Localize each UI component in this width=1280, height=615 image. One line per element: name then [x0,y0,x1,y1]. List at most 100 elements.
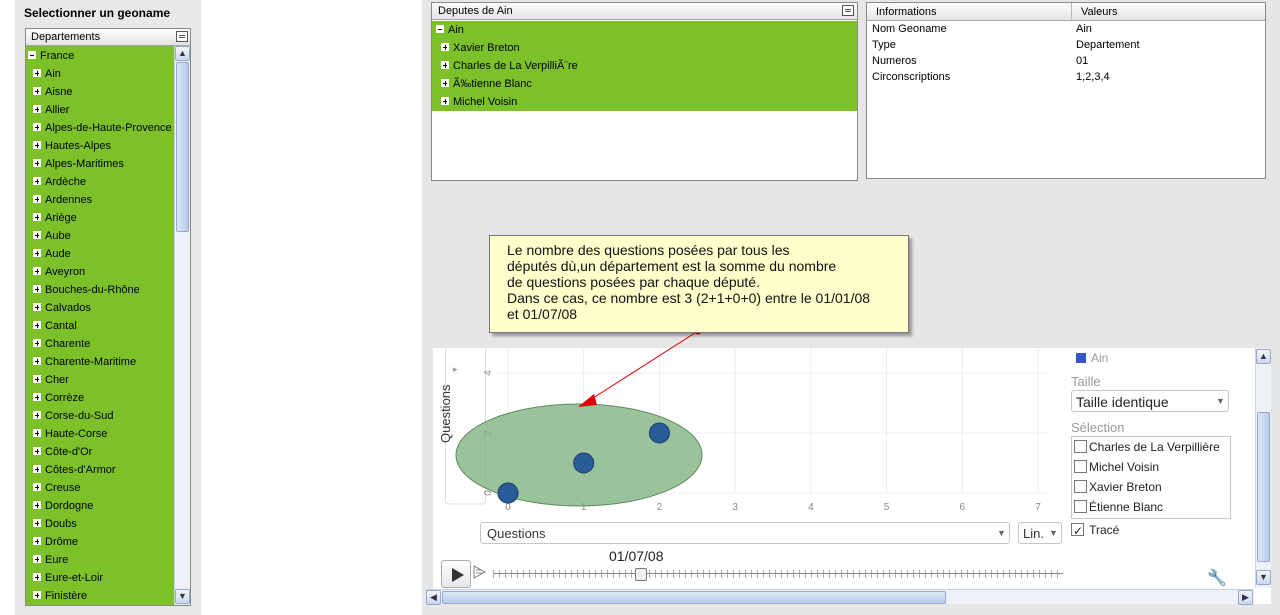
deputes-header[interactable]: Deputes de Ain [432,3,857,20]
expand-icon[interactable] [33,195,41,204]
expand-icon[interactable] [33,591,41,600]
tree-item[interactable]: Eure [33,551,68,569]
tree-item[interactable]: Cher [33,371,69,389]
time-slider-thumb[interactable] [635,568,647,581]
scroll-right-icon[interactable]: ▶ [1238,590,1253,605]
selection-checkbox[interactable] [1074,480,1087,494]
tree-item[interactable]: Creuse [33,479,80,497]
tree-item[interactable]: Côtes-d'Armor [33,461,116,479]
chart-scrollbar[interactable]: ▲ ▼ [1255,348,1271,588]
expand-icon[interactable] [33,339,41,348]
selection-checkbox[interactable] [1074,500,1087,514]
expand-icon[interactable] [33,249,41,258]
tree-item[interactable]: Aube [33,227,71,245]
expand-icon[interactable] [33,123,41,132]
selection-item[interactable]: Michel Voisin [1074,457,1159,477]
expand-icon[interactable] [33,411,41,420]
speed-icon[interactable] [473,564,487,580]
expand-icon[interactable] [33,501,41,510]
tree-item[interactable]: Cantal [33,317,77,335]
info-col-informations[interactable]: Informations [876,6,937,18]
tree-item[interactable]: Aisne [33,83,73,101]
depute-item[interactable]: Michel Voisin [432,93,857,111]
trace-checkbox[interactable] [1071,521,1084,541]
tree-item[interactable]: Eure-et-Loir [33,569,103,587]
expand-icon[interactable] [33,141,41,150]
tree-item[interactable]: Charente [33,335,90,353]
selection-item[interactable]: Charles de La Verpillière [1074,437,1220,457]
scale-select[interactable]: Lin. ▼ [1018,522,1062,544]
depute-item[interactable]: Ã‰tienne Blanc [432,75,857,93]
tree-item[interactable]: Allier [33,101,69,119]
wrench-icon[interactable]: 🔧 [1207,570,1227,587]
scroll-up-icon[interactable]: ▲ [175,46,190,61]
deputes-tree[interactable]: Deputes de Ain Ain Xavier Breton Charles d… [431,2,858,181]
tree-item[interactable]: Alpes-de-Haute-Provence [33,119,172,137]
depute-item[interactable]: Xavier Breton [432,39,857,57]
scroll-down-icon[interactable]: ▼ [1256,570,1271,585]
expand-icon[interactable] [33,177,41,186]
depute-root[interactable]: Ain [432,21,857,39]
expand-icon[interactable] [33,447,41,456]
selection-list[interactable]: Charles de La Verpillière Michel Voisin Xa… [1071,436,1231,519]
depute-item[interactable]: Charles de La VerpilliÃ¨re [432,57,857,75]
play-button[interactable] [441,560,471,588]
trace-checkbox-row[interactable]: Tracé [1071,520,1119,541]
scroll-thumb[interactable] [442,591,946,604]
expand-icon[interactable] [33,87,41,96]
tree-item[interactable]: Ain [33,65,61,83]
x-axis-select[interactable]: Questions ▼ [480,522,1010,544]
expand-icon[interactable] [33,393,41,402]
expand-icon[interactable] [33,573,41,582]
collapse-icon[interactable] [28,51,36,60]
expand-icon[interactable] [441,97,449,106]
expand-icon[interactable] [33,69,41,78]
expand-icon[interactable] [441,79,449,88]
collapse-icon[interactable] [436,25,444,34]
tree-scrollbar[interactable]: ▲ ▼ [174,46,190,605]
expand-icon[interactable] [33,105,41,114]
time-slider[interactable] [493,573,1063,577]
expand-icon[interactable] [33,537,41,546]
expand-icon[interactable] [33,285,41,294]
tree-item[interactable]: Corrèze [33,389,84,407]
tree-item[interactable]: Ardennes [33,191,92,209]
tree-item[interactable]: Aveyron [33,263,85,281]
expand-icon[interactable] [33,483,41,492]
expand-icon[interactable] [33,267,41,276]
expand-icon[interactable] [33,519,41,528]
expand-icon[interactable] [33,357,41,366]
tree-item[interactable]: Bouches-du-Rhône [33,281,140,299]
scroll-thumb[interactable] [1257,412,1270,562]
tree-header[interactable]: Departements [26,29,190,46]
tree-item[interactable]: Charente-Maritime [33,353,136,371]
tree-item[interactable]: Haute-Corse [33,425,107,443]
tree-item[interactable]: Ardèche [33,173,86,191]
tree-item-root[interactable]: France [28,47,74,65]
selection-item[interactable]: Xavier Breton [1074,477,1162,497]
expand-icon[interactable] [441,61,449,70]
expand-icon[interactable] [33,555,41,564]
size-select[interactable]: Taille identique ▼ [1071,390,1229,412]
tree-item[interactable]: Finistère [33,587,87,605]
expand-icon[interactable] [33,465,41,474]
expand-icon[interactable] [33,375,41,384]
y-axis-label[interactable]: Questions [438,384,453,443]
tree-item[interactable]: Aude [33,245,71,263]
tree-item[interactable]: Côte-d'Or [33,443,92,461]
tree-item[interactable]: Dordogne [33,497,93,515]
column-menu-icon[interactable] [176,31,188,42]
expand-icon[interactable] [33,321,41,330]
info-col-valeurs[interactable]: Valeurs [1081,6,1118,18]
selection-checkbox[interactable] [1074,440,1087,454]
tree-item[interactable]: Calvados [33,299,91,317]
expand-icon[interactable] [33,231,41,240]
expand-icon[interactable] [33,303,41,312]
expand-icon[interactable] [33,429,41,438]
tree-item[interactable]: Hautes-Alpes [33,137,111,155]
legend-series-label[interactable]: Ain [1091,351,1109,365]
scroll-up-icon[interactable]: ▲ [1256,349,1271,364]
tree-item[interactable]: Drôme [33,533,78,551]
selection-item[interactable]: Étienne Blanc [1074,497,1163,517]
scroll-thumb[interactable] [176,62,189,232]
